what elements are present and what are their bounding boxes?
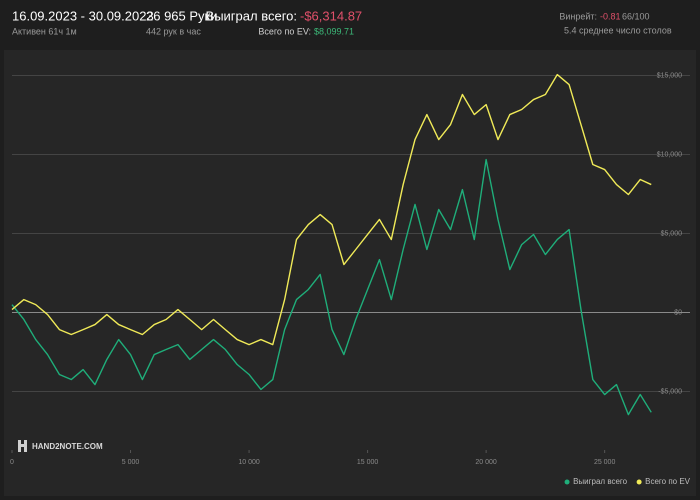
y-tick-label: $5,000: [661, 230, 683, 237]
legend-label: Всего по EV: [645, 477, 691, 486]
logo-text: HAND2NOTE.COM: [32, 442, 103, 451]
logo-icon: [18, 444, 27, 447]
logo: HAND2NOTE.COM: [18, 440, 103, 452]
x-tick-label: 15 000: [357, 459, 379, 466]
won-value: -$6,314.87: [300, 8, 362, 23]
plot-panel: [4, 50, 696, 496]
tables: 5.4 среднее число столов: [564, 25, 672, 35]
y-tick-label: $15,000: [657, 72, 682, 79]
hands: 26 965 Руки: [146, 8, 218, 23]
x-tick-label: 10 000: [238, 459, 260, 466]
series-line: [11, 158, 652, 416]
y-tick-label: $0: [674, 309, 682, 316]
ev-value: $8,099.71: [314, 26, 354, 36]
active: Активен 61ч 1м: [12, 26, 77, 36]
winrate-value: -0.81: [600, 11, 621, 21]
legend-swatch: [564, 479, 570, 485]
winrate-label: Винрейт:: [559, 11, 597, 21]
y-tick-label: $10,000: [657, 151, 682, 158]
x-tick-label: 5 000: [122, 459, 140, 466]
series-line: [11, 73, 652, 346]
rate: 442 рук в час: [146, 26, 201, 36]
winrate-extra: 66/100: [622, 11, 650, 21]
legend-swatch: [636, 479, 642, 485]
won-label: Выиграл всего:: [206, 8, 297, 23]
x-tick-label: 20 000: [475, 459, 497, 466]
legend-label: Выиграл всего: [573, 477, 628, 486]
y-tick-label: -$5,000: [658, 388, 682, 395]
x-tick-label: 25 000: [594, 459, 616, 466]
ev-label: Всего по EV:: [258, 26, 311, 36]
x-tick-label: 0: [10, 459, 14, 466]
period: 16.09.2023 - 30.09.2023: [12, 8, 154, 23]
